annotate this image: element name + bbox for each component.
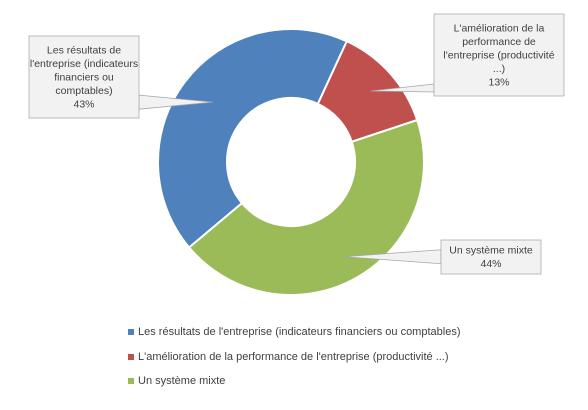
legend-label-mixte: Un système mixte (138, 375, 226, 387)
callout-resultats: Les résultats de l'entreprise (indicateur… (28, 35, 213, 119)
callout-box-mixte (440, 239, 542, 275)
legend-swatch-amelioration (128, 353, 134, 360)
data-label-callouts: Les résultats de l'entreprise (indicateur… (28, 13, 565, 275)
data-label-text-amelioration: ...) (493, 63, 505, 75)
data-label-text-amelioration: performance de (462, 36, 536, 48)
legend-swatch-resultats (128, 329, 134, 335)
data-label-text-amelioration: L'amélioration de la (454, 22, 545, 34)
doughnut-slices (157, 28, 425, 296)
data-label-text-resultats: comptables) (55, 85, 112, 97)
callout-box-amelioration (433, 13, 565, 97)
legend-item-mixte: Un système mixte (128, 375, 460, 387)
data-label-text-amelioration: l'entreprise (productivité (443, 49, 554, 61)
legend-swatch-mixte (128, 378, 134, 384)
data-label-text-resultats: financiers ou (54, 71, 114, 83)
data-label-text-resultats: l'entreprise (indicateurs (30, 58, 138, 70)
data-label-text-resultats: Les résultats de (47, 44, 121, 56)
callout-amelioration: L'amélioration de la performance del'entr… (370, 13, 565, 97)
legend-item-resultats: Les résultats de l'entreprise (indicateu… (128, 326, 460, 338)
data-label-value-amelioration: 13% (488, 76, 509, 88)
legend-label-amelioration: L'amélioration de la performance de l'en… (138, 350, 449, 363)
data-label-value-mixte: 44% (480, 258, 501, 270)
legend: Les résultats de l'entreprise (indicateu… (128, 326, 460, 400)
legend-item-amelioration: L'amélioration de la performance de l'en… (128, 351, 460, 363)
doughnut-slice-mixte (187, 118, 425, 296)
legend-label-resultats: Les résultats de l'entreprise (indicateu… (138, 326, 461, 338)
callout-box-resultats (28, 35, 140, 119)
data-label-text-mixte: Un système mixte (449, 245, 533, 257)
doughnut-slice-resultats (157, 28, 349, 249)
data-label-value-resultats: 43% (73, 98, 94, 110)
